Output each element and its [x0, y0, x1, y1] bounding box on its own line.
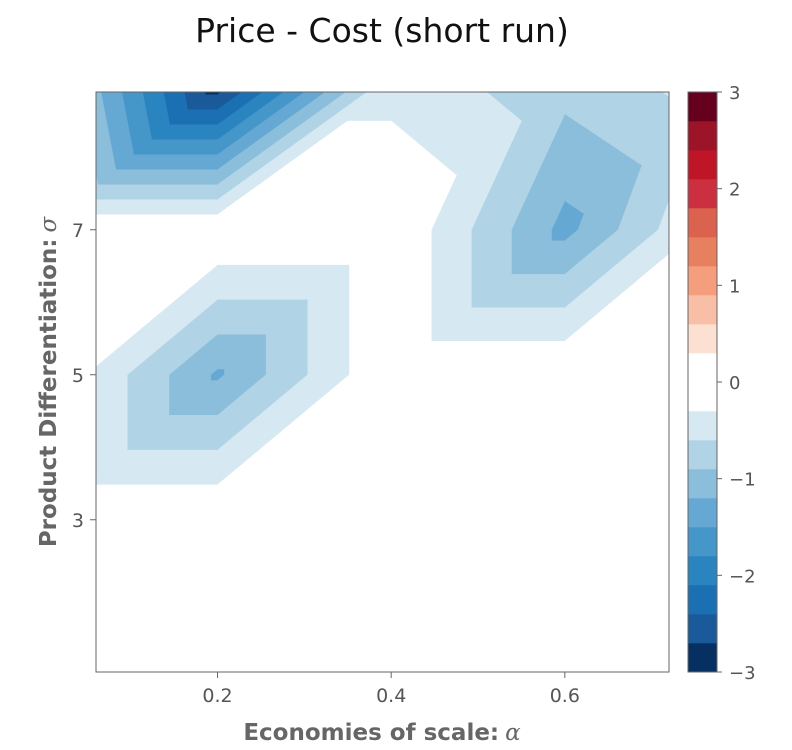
colorbar-swatch-1	[688, 614, 717, 644]
x-axis-label-text: Economies of scale:	[243, 720, 499, 746]
plot-frame	[95, 91, 670, 673]
colorbar-swatch-8	[688, 411, 717, 441]
x-axis-label: Economies of scale: α	[243, 720, 521, 746]
colorbar-swatch-15	[688, 208, 717, 238]
contour-band-7	[96, 184, 218, 201]
colorbar-swatch-19	[688, 92, 717, 122]
colorbar-swatch-13	[688, 266, 717, 296]
contour-band-0	[204, 92, 210, 96]
colorbar-swatch-17	[688, 150, 717, 180]
colorbar-swatch-6	[688, 469, 717, 499]
contour-band-6	[96, 169, 218, 186]
plot-area	[44, 85, 669, 672]
contour-fill	[44, 85, 669, 521]
colorbar-swatch-11	[688, 324, 717, 354]
y-axis-label: Product Differentiation: σ	[36, 216, 62, 548]
colorbar-swatch-3	[688, 556, 717, 586]
contour-band-9	[96, 484, 218, 521]
colorbar-swatch-7	[688, 440, 717, 470]
contour-band-9	[390, 120, 457, 231]
colorbar-tick-label: 3	[729, 83, 740, 104]
x-tick-label: 0.2	[202, 685, 232, 707]
colorbar-swatch-9	[688, 382, 717, 412]
contour-band-8	[96, 199, 218, 216]
colorbar-swatch-14	[688, 237, 717, 267]
colorbar-swatch-10	[688, 353, 717, 383]
contour-band-7	[96, 173, 99, 187]
contour-band-9	[96, 214, 218, 231]
colorbar-swatch-0	[688, 643, 717, 673]
contour-band-8	[44, 85, 80, 215]
colorbar-swatch-2	[688, 585, 717, 615]
colorbar-swatch-18	[688, 121, 717, 151]
y-tick-label: 3	[72, 510, 84, 532]
x-tick-label: 0.4	[376, 685, 406, 707]
y-axis-symbol: σ	[36, 216, 62, 233]
colorbar-tick-label: −2	[729, 566, 756, 587]
contour-band-7	[617, 142, 669, 231]
y-axis-ticks: 3 5 7	[72, 220, 96, 532]
colorbar-tick-label: −3	[729, 663, 756, 684]
x-axis-symbol: α	[505, 720, 521, 746]
colorbar-swatch-16	[688, 179, 717, 209]
colorbar-ticks: −3 −2 −1 0 1 2 3	[717, 83, 756, 684]
contour-band-6	[96, 92, 117, 186]
contour-band-9	[44, 121, 62, 230]
y-tick-label: 5	[72, 365, 84, 387]
colorbar-swatch-12	[688, 295, 717, 325]
y-tick-label: 7	[72, 220, 84, 242]
x-axis-ticks: 0.2 0.4 0.6	[202, 672, 580, 707]
contour-band-8	[661, 92, 669, 97]
colorbar-swatch-4	[688, 527, 717, 557]
colorbar-tick-label: 1	[729, 276, 740, 297]
x-tick-label: 0.6	[550, 685, 580, 707]
colorbar-swatch-5	[688, 498, 717, 528]
contour-band-9	[217, 120, 348, 231]
colorbar	[687, 91, 718, 673]
colorbar-tick-label: −1	[729, 470, 756, 491]
y-axis-label-text: Product Differentiation:	[36, 239, 62, 548]
contour-band-7	[564, 92, 669, 166]
contour-band-8	[657, 199, 669, 231]
chart-title: Price - Cost (short run)	[195, 11, 569, 50]
colorbar-tick-label: 0	[729, 373, 740, 394]
contour-band-9	[564, 253, 669, 376]
colorbar-tick-label: 2	[729, 180, 740, 201]
